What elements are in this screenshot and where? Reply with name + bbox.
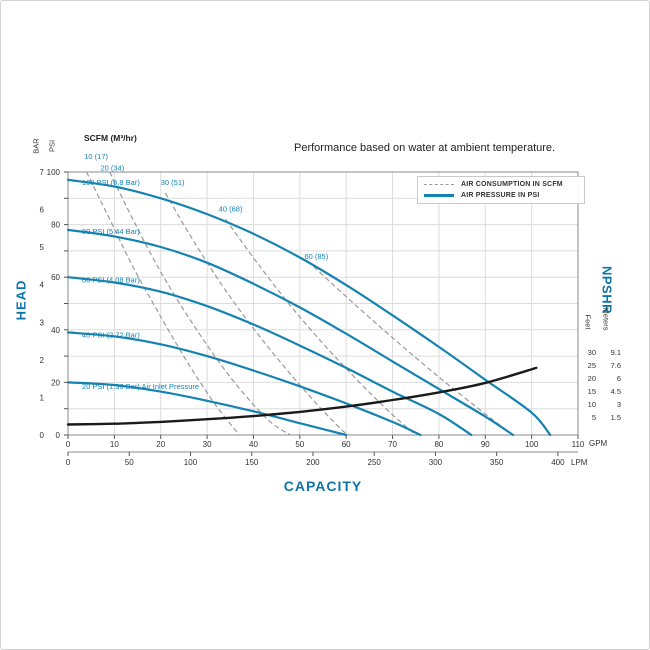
legend: AIR CONSUMPTION IN SCFM AIR PRESSURE IN … xyxy=(417,176,585,204)
legend-item-label: AIR PRESSURE IN PSI xyxy=(461,192,540,199)
gpm-unit-label: GPM xyxy=(589,439,608,448)
capacity-axis-label: CAPACITY xyxy=(283,478,363,494)
gpm-tick-label: 0 xyxy=(66,440,71,449)
air-consumption-curve-label: 10 (17) xyxy=(84,152,108,161)
chart-title: Performance based on water at ambient te… xyxy=(294,142,556,154)
gpm-tick-label: 90 xyxy=(481,440,490,449)
air-pressure-curve xyxy=(66,381,348,437)
gpm-tick-label: 100 xyxy=(525,440,539,449)
gpm-tick-label: 30 xyxy=(203,440,212,449)
psi-tick-label: 40 xyxy=(51,326,60,335)
air-consumption-curve xyxy=(164,192,352,436)
air-consumption-curve-label: 60 (85) xyxy=(304,252,328,261)
air-pressure-curve xyxy=(66,331,422,437)
air-pressure-curve xyxy=(66,228,515,437)
lpm-tick-label: 50 xyxy=(125,458,134,467)
gpm-tick-label: 20 xyxy=(156,440,165,449)
gpm-tick-label: 40 xyxy=(249,440,258,449)
lpm-tick-label: 0 xyxy=(66,458,71,467)
gpm-tick-label: 80 xyxy=(434,440,443,449)
psi-tick-label: 60 xyxy=(51,273,60,282)
meters-tick-label: 7.6 xyxy=(611,361,621,370)
meters-tick-label: 9.1 xyxy=(611,348,621,357)
air-pressure-curve-label: 40 PSI (2.72 Bar) xyxy=(82,331,140,340)
psi-tick-label: 80 xyxy=(51,221,60,230)
gpm-tick-label: 70 xyxy=(388,440,397,449)
scfm-header: SCFM (M³/hr) xyxy=(84,133,137,143)
meters-tick-label: 4.5 xyxy=(611,387,621,396)
meters-tick-label: 3 xyxy=(617,400,621,409)
bar-tick-label: 5 xyxy=(40,243,45,252)
air-consumption-curve xyxy=(313,266,514,436)
psi-tick-label: 0 xyxy=(56,431,61,440)
lpm-tick-label: 150 xyxy=(245,458,259,467)
air-pressure-curve xyxy=(66,276,473,437)
air-consumption-curve-label: 40 (68) xyxy=(219,204,243,213)
bar-tick-label: 7 xyxy=(40,168,45,177)
gpm-tick-label: 110 xyxy=(572,440,585,449)
bar-tick-label: 2 xyxy=(40,356,45,365)
air-consumption-curve xyxy=(225,218,417,436)
air-pressure-curve xyxy=(66,178,552,437)
feet-tick-label: 5 xyxy=(592,413,596,422)
feet-tick-label: 20 xyxy=(588,374,596,383)
feet-tick-label: 25 xyxy=(588,361,596,370)
psi-tick-label: 100 xyxy=(47,168,61,177)
meters-unit-label: Meters xyxy=(601,307,611,331)
lpm-tick-label: 100 xyxy=(184,458,198,467)
air-pressure-curve-label: 60 PSI (4.08 Bar) xyxy=(82,275,140,284)
legend-item-label: AIR CONSUMPTION IN SCFM xyxy=(461,181,563,188)
air-pressure-curve-label: 20 PSI (1.36 Bar) Air Inlet Pressure xyxy=(82,382,199,391)
meters-tick-label: 6 xyxy=(617,374,621,383)
bar-tick-label: 4 xyxy=(40,281,45,290)
air-pressure-curve-label: 100 PSI (6.8 Bar) xyxy=(82,178,140,187)
gpm-tick-label: 50 xyxy=(295,440,304,449)
gpm-tick-label: 60 xyxy=(342,440,351,449)
feet-tick-label: 10 xyxy=(588,400,596,409)
feet-tick-label: 15 xyxy=(588,387,596,396)
meters-tick-label: 1.5 xyxy=(611,413,621,422)
air-pressure-curve-label: 80 PSI (5.44 Bar) xyxy=(82,227,140,236)
feet-unit-label: Feet xyxy=(583,314,593,330)
lpm-tick-label: 300 xyxy=(429,458,443,467)
air-consumption-curve-label: 20 (34) xyxy=(100,164,124,173)
lpm-unit-label: LPM xyxy=(571,458,588,467)
bar-tick-label: 3 xyxy=(40,318,45,327)
bar-unit-label: BAR xyxy=(31,138,41,154)
legend-item-air-consumption: AIR CONSUMPTION IN SCFM xyxy=(424,181,578,188)
lpm-tick-label: 350 xyxy=(490,458,504,467)
feet-tick-label: 30 xyxy=(588,348,596,357)
solid-line-sample xyxy=(424,194,454,197)
dashed-line-sample xyxy=(424,184,454,185)
psi-tick-label: 20 xyxy=(51,378,60,387)
gpm-tick-label: 10 xyxy=(110,440,119,449)
lpm-tick-label: 250 xyxy=(368,458,382,467)
bar-tick-label: 0 xyxy=(40,431,45,440)
lpm-tick-label: 400 xyxy=(551,458,565,467)
bar-tick-label: 6 xyxy=(40,206,45,215)
npshr-curve xyxy=(66,366,538,426)
lpm-tick-label: 200 xyxy=(306,458,320,467)
air-consumption-curve-label: 30 (51) xyxy=(161,178,185,187)
legend-item-air-pressure: AIR PRESSURE IN PSI xyxy=(424,192,578,199)
air-consumption-curve xyxy=(85,171,240,436)
air-consumption-curve xyxy=(109,171,291,436)
psi-unit-label: PSI xyxy=(47,139,57,153)
head-axis-label: HEAD xyxy=(13,279,29,321)
bar-tick-label: 1 xyxy=(40,393,45,402)
